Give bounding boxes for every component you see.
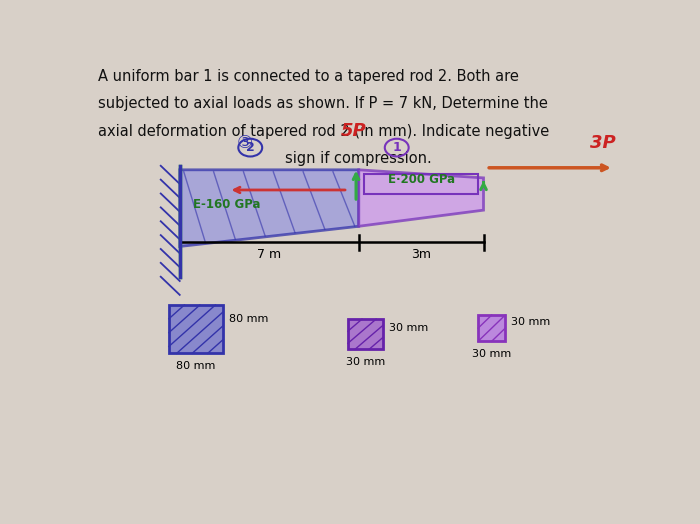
Bar xyxy=(348,319,383,350)
Text: 30 mm: 30 mm xyxy=(389,323,428,333)
Text: 80 mm: 80 mm xyxy=(176,362,216,372)
Text: 7 m: 7 m xyxy=(257,248,281,261)
Polygon shape xyxy=(180,170,358,246)
Text: 1: 1 xyxy=(392,141,401,154)
Text: axial deformation of tapered rod 2 (in mm). Indicate negative: axial deformation of tapered rod 2 (in m… xyxy=(98,124,550,139)
Text: 3m: 3m xyxy=(411,248,431,261)
Text: 80 mm: 80 mm xyxy=(228,314,268,324)
Text: sign if compression.: sign if compression. xyxy=(286,151,432,166)
Bar xyxy=(364,174,478,194)
Text: E-160 GPa: E-160 GPa xyxy=(193,198,261,211)
Text: 30 mm: 30 mm xyxy=(346,357,385,367)
Text: ③: ③ xyxy=(237,134,253,151)
Bar xyxy=(169,305,223,353)
Bar xyxy=(478,315,505,341)
Text: 30 mm: 30 mm xyxy=(511,316,550,326)
Polygon shape xyxy=(358,170,484,226)
Text: A uniform bar 1 is connected to a tapered rod 2. Both are: A uniform bar 1 is connected to a tapere… xyxy=(98,69,519,84)
Text: subjected to axial loads as shown. If P = 7 kN, Determine the: subjected to axial loads as shown. If P … xyxy=(98,96,548,112)
Text: 30 mm: 30 mm xyxy=(472,350,511,359)
Text: 2: 2 xyxy=(246,141,255,154)
Text: 5P: 5P xyxy=(340,122,366,139)
Text: 3P: 3P xyxy=(590,134,616,151)
Text: E·200 GPa: E·200 GPa xyxy=(388,173,455,187)
